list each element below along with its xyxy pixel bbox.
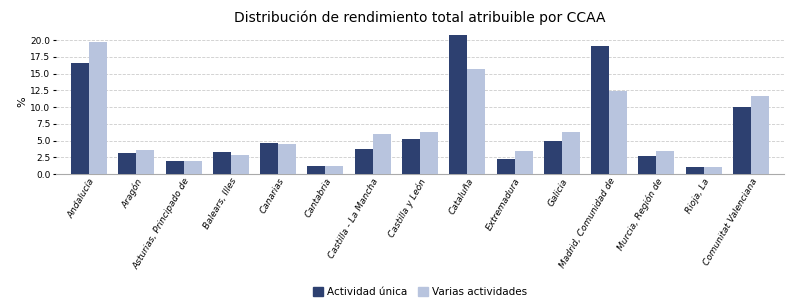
Bar <box>373 134 390 174</box>
Bar <box>656 151 674 174</box>
Bar <box>467 69 486 174</box>
Y-axis label: %: % <box>18 97 27 107</box>
Bar <box>89 42 107 174</box>
Bar <box>638 156 656 174</box>
Legend: Actividad única, Varias actividades: Actividad única, Varias actividades <box>308 283 532 300</box>
Bar <box>562 133 580 174</box>
Bar <box>402 139 420 174</box>
Bar <box>497 159 514 174</box>
Bar <box>514 151 533 174</box>
Bar <box>609 91 627 174</box>
Bar <box>591 46 609 174</box>
Bar <box>544 141 562 174</box>
Title: Distribución de rendimiento total atribuible por CCAA: Distribución de rendimiento total atribu… <box>234 10 606 25</box>
Bar <box>326 166 343 174</box>
Bar <box>71 64 89 174</box>
Bar <box>166 161 184 174</box>
Bar <box>260 142 278 174</box>
Bar <box>136 150 154 174</box>
Bar <box>354 149 373 174</box>
Bar <box>231 155 249 174</box>
Bar <box>686 167 704 174</box>
Bar <box>450 35 467 174</box>
Bar <box>118 153 136 174</box>
Bar <box>420 133 438 174</box>
Bar <box>751 96 769 174</box>
Bar <box>733 107 751 174</box>
Bar <box>213 152 231 174</box>
Bar <box>278 144 296 174</box>
Bar <box>307 166 326 174</box>
Bar <box>704 167 722 174</box>
Bar <box>184 160 202 174</box>
